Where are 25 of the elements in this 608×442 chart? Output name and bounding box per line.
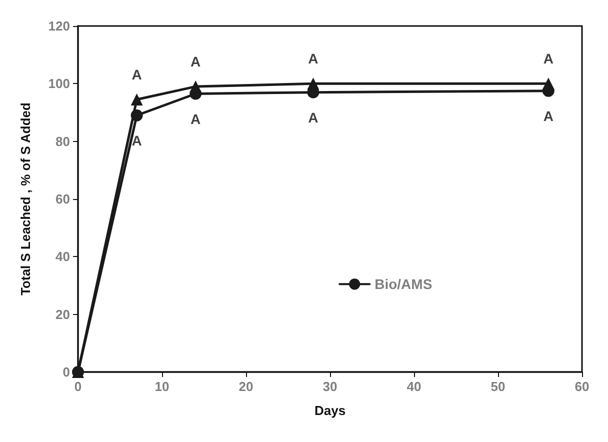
x-tick-label: 0 — [74, 379, 82, 394]
x-tick-label: 60 — [574, 379, 590, 394]
annotation: A — [308, 109, 318, 126]
y-tick-label: 40 — [56, 249, 70, 264]
annotation: A — [543, 50, 554, 67]
annotation: A — [190, 110, 201, 127]
y-tick-label: 60 — [56, 192, 70, 206]
y-tick-label: 0 — [62, 364, 70, 380]
x-tick-label: 40 — [406, 379, 422, 394]
y-tick-label: 20 — [56, 306, 70, 322]
annotation: A — [132, 66, 142, 83]
x-tick-label: 10 — [154, 379, 170, 394]
legend-label: Bio/AMS — [374, 276, 432, 292]
y-tick-label: 80 — [56, 134, 70, 149]
annotation: A — [190, 54, 201, 70]
annotation: A — [308, 50, 318, 67]
x-axis-title: Days — [314, 403, 346, 418]
y-axis-title: Total S Leached , % of S Added — [18, 102, 33, 296]
x-tick-label: 20 — [238, 379, 254, 394]
x-tick-label: 50 — [490, 379, 506, 394]
annotation: A — [132, 132, 142, 148]
y-tick-label: 120 — [48, 18, 70, 34]
y-tick-label: 100 — [48, 76, 70, 92]
x-tick-label: 30 — [322, 379, 338, 394]
annotation: A — [543, 108, 554, 124]
